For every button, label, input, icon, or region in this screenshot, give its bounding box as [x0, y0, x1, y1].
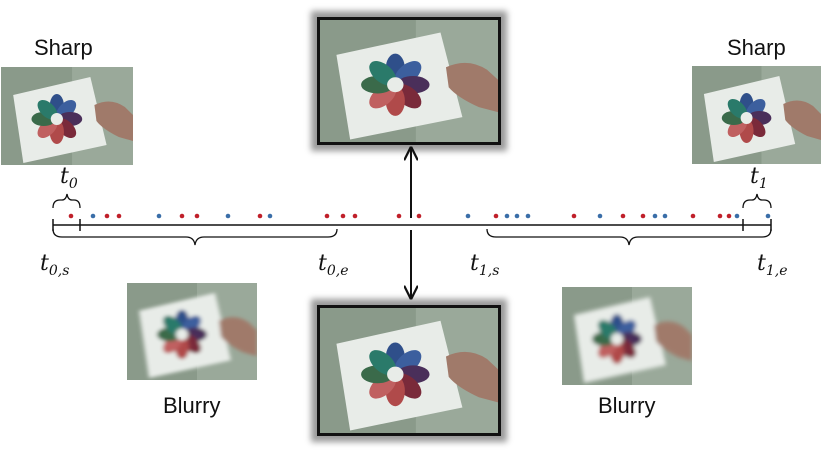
- positive-event-dot: [340, 213, 346, 219]
- interpolated-frame-bottom-image: [317, 305, 501, 436]
- negative-event-dot: [514, 213, 520, 219]
- positive-event-dot: [194, 213, 200, 219]
- blurry-label-left: Blurry: [163, 393, 221, 418]
- negative-event-dot: [652, 213, 658, 219]
- blurry-frame-left-image: [127, 283, 257, 380]
- t1-brace: [742, 193, 772, 209]
- t0-label: t0: [60, 164, 78, 192]
- positive-event-dot: [571, 213, 577, 219]
- positive-event-dot: [396, 213, 402, 219]
- event-dots: [68, 213, 771, 219]
- positive-event-dot: [104, 213, 110, 219]
- t0e-label: t0,e: [318, 251, 349, 279]
- sharp-label-left: Sharp: [34, 35, 93, 60]
- positive-event-dot: [493, 213, 499, 219]
- positive-event-dot: [179, 213, 185, 219]
- positive-event-dot: [416, 213, 422, 219]
- sharp-label-right: Sharp: [727, 35, 786, 60]
- sharp-frame-left-image: [1, 67, 133, 165]
- negative-event-dot: [504, 213, 510, 219]
- positive-event-dot: [620, 213, 626, 219]
- exposure-brace-left: [52, 228, 338, 246]
- positive-event-dot: [726, 213, 732, 219]
- t1-label: t1: [750, 164, 768, 192]
- positive-event-dot: [640, 213, 646, 219]
- positive-event-dot: [352, 213, 358, 219]
- positive-event-dot: [116, 213, 122, 219]
- sharp-frame-right-image: [692, 66, 821, 164]
- t0-brace: [52, 193, 81, 209]
- t1e-label: t1,e: [757, 251, 788, 279]
- positive-event-dot: [717, 213, 723, 219]
- t1s-label: t1,s: [470, 251, 500, 279]
- blurry-label-right: Blurry: [598, 393, 656, 418]
- negative-event-dot: [267, 213, 273, 219]
- negative-event-dot: [597, 213, 603, 219]
- positive-event-dot: [68, 213, 74, 219]
- positive-event-dot: [257, 213, 263, 219]
- positive-event-dot: [690, 213, 696, 219]
- exposure-brace-right: [486, 228, 772, 246]
- negative-event-dot: [225, 213, 231, 219]
- negative-event-dot: [662, 213, 668, 219]
- negative-event-dot: [765, 213, 771, 219]
- positive-event-dot: [324, 213, 330, 219]
- t0s-label: t0,s: [40, 251, 70, 279]
- negative-event-dot: [156, 213, 162, 219]
- negative-event-dot: [734, 213, 740, 219]
- blurry-frame-right-image: [562, 287, 692, 385]
- interpolated-frame-top-image: [317, 17, 501, 145]
- negative-event-dot: [465, 213, 471, 219]
- negative-event-dot: [525, 213, 531, 219]
- negative-event-dot: [90, 213, 96, 219]
